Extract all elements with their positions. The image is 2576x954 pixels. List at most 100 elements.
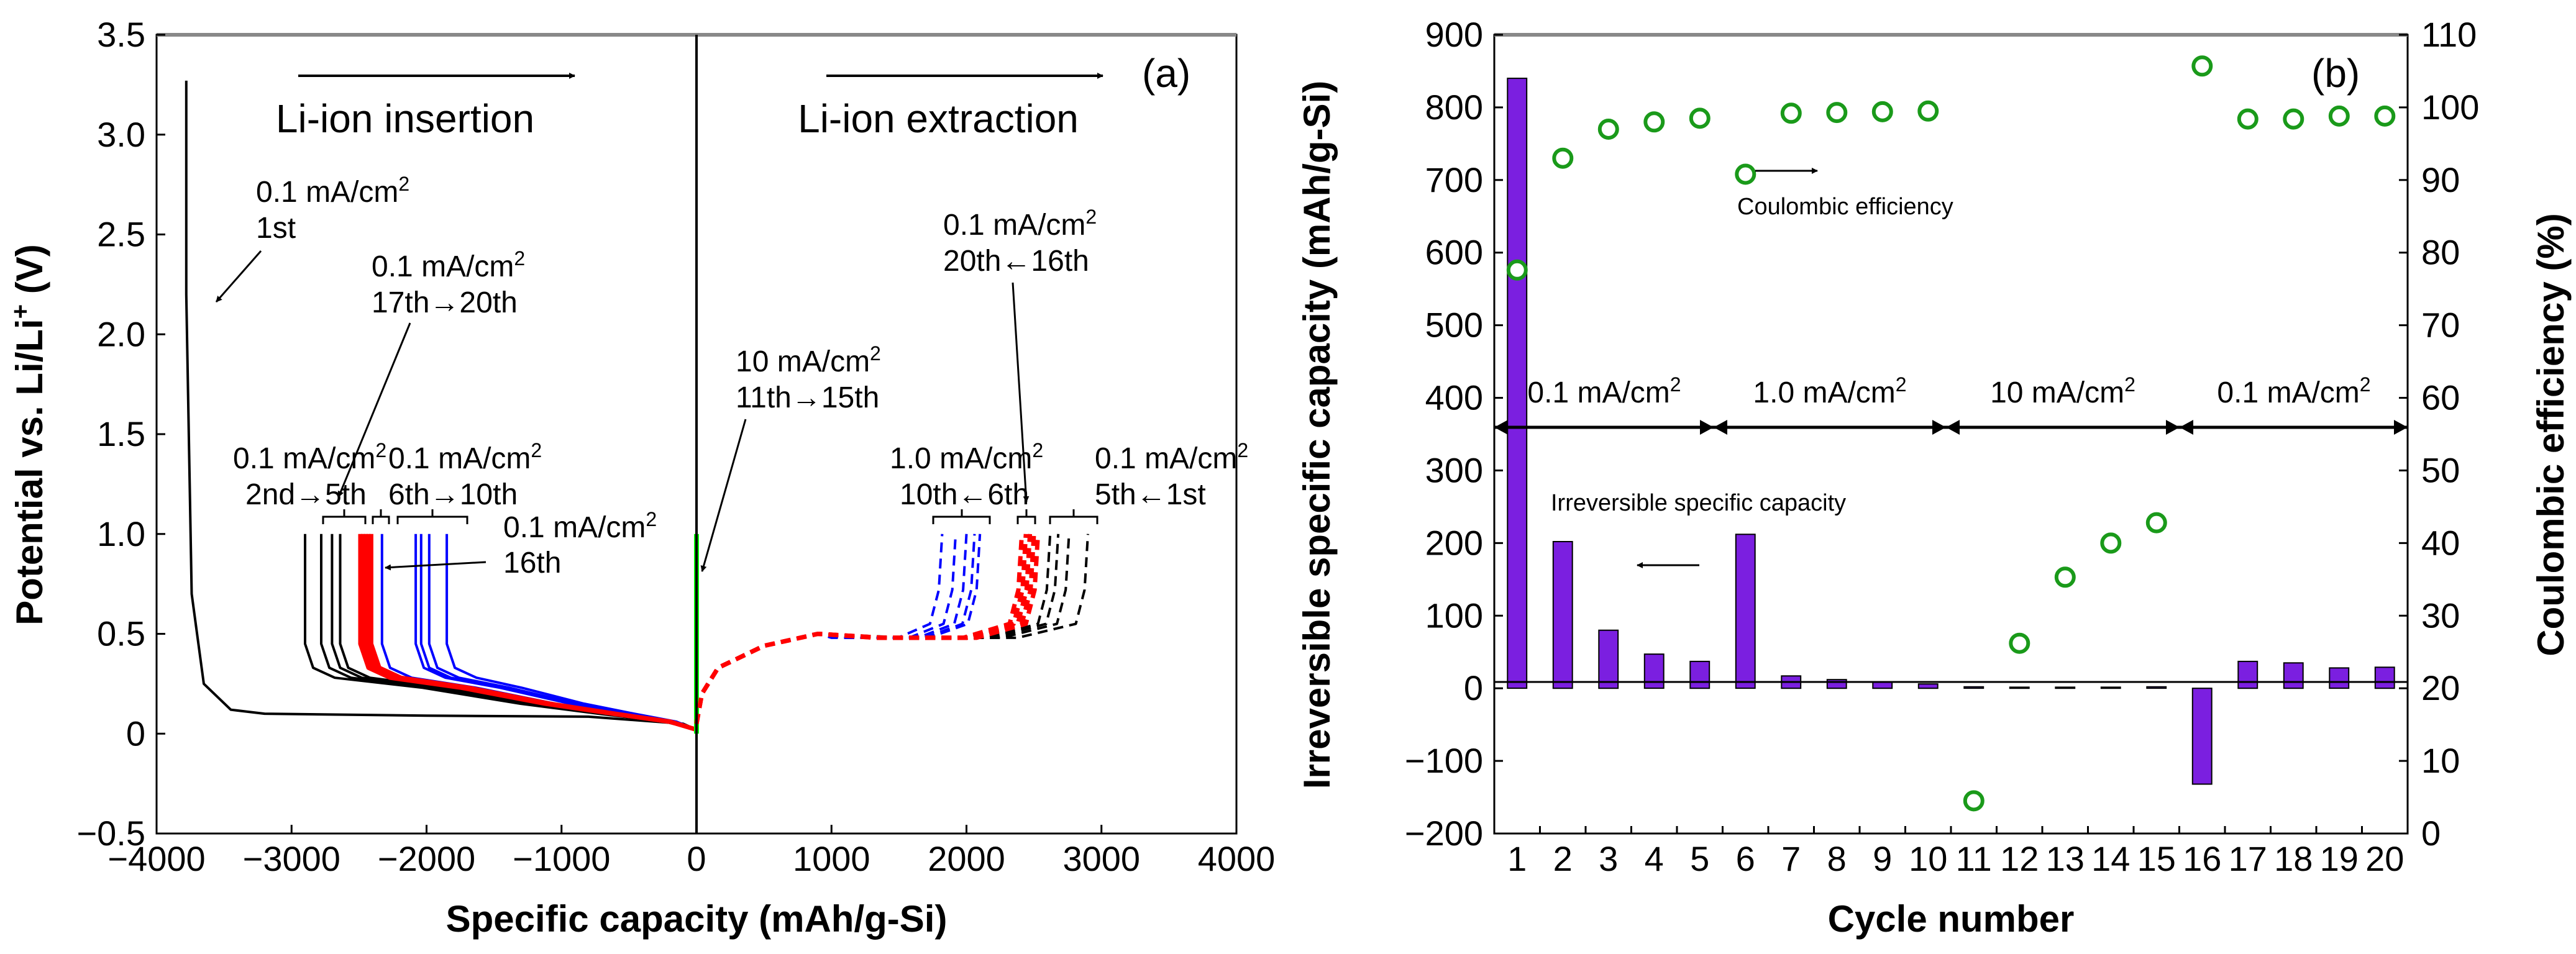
annotation-11-15-rate: 10 mA/cm2: [736, 342, 881, 378]
panel-b-y-ticks: −200 −100 0 100 200 300 400 500 600 700 800 900: [1405, 15, 1503, 853]
annotation-20-16-rate-text: 0.1 mA/cm: [943, 209, 1085, 242]
panel-a-y-tick-label: 0: [126, 714, 145, 753]
panel-a-x-tick-label: −3000: [243, 839, 340, 878]
panel-b-y2-tick-label: 40: [2421, 523, 2460, 562]
annotation-10-6-cycle: 10th←6th: [900, 478, 1029, 511]
annotation-2-5-rate-text: 0.1 mA/cm: [233, 442, 375, 475]
extraction-header: Li-ion extraction: [798, 96, 1079, 141]
annotation-20-16-sup: 2: [1085, 206, 1097, 228]
panel-b-x-tick-label: 12: [2000, 839, 2039, 878]
coulombic-efficiency-point: [1552, 147, 1574, 169]
annotation-16-cycle: 16th: [503, 547, 561, 579]
bracket-10-6: [932, 509, 991, 524]
annotation-20-16-rate: 0.1 mA/cm2: [943, 206, 1097, 242]
panel-b-y-tick-label: 800: [1425, 88, 1483, 127]
panel-b-x-tick-label: 18: [2274, 839, 2313, 878]
rate-label-4: 0.1 mA/cm2: [2217, 373, 2370, 409]
panel-a-y-label-sup: +: [7, 304, 34, 319]
coulombic-efficiency-point: [1917, 100, 1939, 122]
annotation-first: 0.1 mA/cm2 1st: [215, 173, 409, 302]
panel-a-y-tick-label: 3.0: [97, 115, 145, 154]
irreversible-capacity-bar: [2055, 686, 2076, 689]
panel-b-y2-tick-label: 50: [2421, 450, 2460, 489]
panel-b-x-tick-label: 20: [2365, 839, 2404, 878]
panel-b-y-tick-label: −100: [1405, 741, 1483, 780]
irreversible-capacity-bar: [2146, 686, 2167, 689]
panel-b-bars-group: [1507, 78, 2395, 785]
coulombic-efficiency-point: [2100, 532, 2122, 554]
annotation-17-20-rate-text: 0.1 mA/cm: [372, 250, 514, 283]
annotation-20-16-cycle: 20th←16th: [943, 245, 1089, 278]
irreversible-capacity-bar: [2100, 686, 2121, 689]
series-line: [694, 534, 1028, 724]
panel-a-y-tick-label: 2.5: [97, 215, 145, 254]
panel-b-x-tick-label: 10: [1909, 839, 1947, 878]
panel-b-x-tick-label: 8: [1827, 839, 1847, 878]
annotation-11-15-sup: 2: [870, 342, 881, 365]
irreversible-capacity-bar: [1598, 629, 1619, 689]
panel-a-y-tick-label: 1.0: [97, 514, 145, 553]
panel-b-x-ticks: 1 2 3 4 5 6 7 8 9 10 11 12 13 14 15 16 17 18 19 20: [1507, 826, 2409, 878]
annotation-6-10-cycle: 6th→10th: [388, 478, 518, 511]
rate-label-1: 0.1 mA/cm2: [1527, 373, 1681, 409]
coulombic-efficiency-point: [2145, 512, 2167, 534]
annotation-17-20-cycle: 17th→20th: [372, 286, 518, 319]
coulombic-efficiency-point: [2009, 632, 2030, 654]
irreversible-capacity-bar: [2283, 662, 2304, 689]
series-line: [694, 534, 1036, 724]
panel-a-y-tick-label: 2.0: [97, 314, 145, 353]
panel-b-y2-ticks: 0 10 20 30 40 50 60 70 80 90 100 110: [2399, 15, 2479, 853]
panel-b-y-tick-label: 700: [1425, 160, 1483, 199]
panel-a-x-tick-label: −2000: [378, 839, 475, 878]
panel-b-y2-tick-label: 10: [2421, 741, 2460, 780]
panel-b-y2-tick-label: 100: [2421, 88, 2479, 127]
irreversible-capacity-bar: [1735, 534, 1756, 689]
coulombic-efficiency-point: [2237, 108, 2259, 130]
panel-a-series-group: [185, 80, 1089, 734]
panel-b-x-tick-label: 6: [1736, 839, 1755, 878]
annotation-5-1-sup: 2: [1237, 439, 1248, 461]
panel-a-x-tick-label: −4000: [107, 839, 205, 878]
annotation-16-rate: 0.1 mA/cm2: [503, 508, 657, 544]
insertion-header: Li-ion insertion: [276, 96, 534, 141]
series-line: [695, 534, 957, 724]
panel-b-x-tick-label: 1: [1507, 839, 1527, 878]
coulombic-efficiency-point: [2283, 108, 2304, 130]
annotation-2-5: 0.1 mA/cm2 2nd→5th: [233, 439, 386, 524]
series-line: [695, 534, 968, 724]
coulombic-efficiency-point: [1871, 101, 1893, 122]
annotation-6-10-rate-text: 0.1 mA/cm: [388, 442, 531, 475]
panel-b-y-tick-label: 200: [1425, 523, 1483, 562]
panel-a-x-label: Specific capacity (mAh/g-Si): [446, 898, 948, 940]
annotation-first-rate: 0.1 mA/cm2: [256, 173, 409, 209]
panel-b-frame: [1493, 34, 2409, 835]
annotation-6-10-sup: 2: [531, 439, 542, 461]
irreversible-capacity-bar: [1917, 683, 1939, 689]
panel-b-y-tick-label: 900: [1425, 15, 1483, 54]
panel-b-y-tick-label: 600: [1425, 233, 1483, 272]
panel-b-x-tick-label: 16: [2183, 839, 2221, 878]
panel-b-y2-tick-label: 30: [2421, 596, 2460, 635]
rate-arrow-heads: [1494, 420, 2408, 435]
panel-b-x-tick-label: 7: [1781, 839, 1801, 878]
series-line: [695, 534, 1071, 724]
annotation-first-cycle: 1st: [256, 212, 296, 245]
irreversible-capacity-bar: [2329, 667, 2350, 689]
bracket-20-16: [1016, 509, 1036, 524]
coulombic-efficiency-point: [1735, 163, 1756, 185]
series-line: [695, 534, 1060, 724]
panel-a-label: (a): [1142, 51, 1190, 96]
series-line: [695, 534, 944, 724]
annotation-17-20-sup: 2: [514, 247, 525, 270]
rate-label-3-sup: 2: [2124, 373, 2135, 396]
annotation-20-16-arrow: [1012, 282, 1030, 502]
ce-annotation: Coulombic efficiency: [1737, 168, 1953, 220]
irr-annotation: Irreversible specific capacity: [1551, 490, 1846, 568]
panel-b-x-tick-label: 11: [1956, 839, 1992, 878]
coulombic-efficiency-point: [1643, 111, 1665, 133]
panel-b-y-label: Irreversible specific capacity (mAh/g-Si…: [1296, 81, 1338, 789]
panel-b-y-tick-label: 0: [1464, 668, 1483, 707]
panel-a-x-tick-label: 2000: [928, 839, 1005, 878]
series-line: [185, 80, 697, 731]
panel-b-y-tick-label: 500: [1425, 306, 1483, 345]
